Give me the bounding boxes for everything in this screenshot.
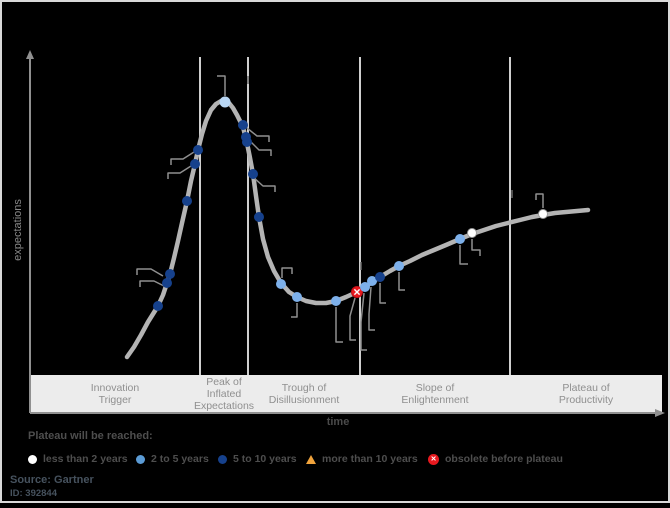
- data-point-lt2: [467, 228, 477, 238]
- label-leader-line: [252, 176, 276, 192]
- x-axis-arrow-icon: [655, 409, 665, 417]
- light-blue-circle-icon: [136, 454, 145, 464]
- label-leader-line: [136, 268, 164, 277]
- phase-label-innovation-trigger: Innovation Trigger: [90, 382, 140, 406]
- label-leader-line: [246, 127, 270, 142]
- data-point-5to10: [165, 269, 175, 279]
- data-point-5to10: [190, 159, 200, 169]
- data-point-2to5_peak: [219, 96, 231, 108]
- data-point-5to10: [254, 212, 264, 222]
- document-id: ID: 392844: [10, 488, 58, 499]
- legend-item-2-to-5-years: 2 to 5 years: [136, 452, 209, 466]
- label-leader-line: [167, 165, 192, 179]
- data-point-5to10: [242, 137, 252, 147]
- phase-label-peak-of-inflated-expectations: Peak of Inflated Expectations: [193, 376, 255, 412]
- data-point-5to10: [375, 272, 385, 282]
- hype-curve: [124, 98, 591, 360]
- data-point-2to5: [331, 296, 341, 306]
- x-axis-label: time: [326, 416, 350, 428]
- label-leader-line: [291, 303, 298, 318]
- label-leader-line: [139, 280, 167, 288]
- data-point-2to5: [360, 282, 370, 292]
- data-point-2to5: [292, 292, 302, 302]
- label-leader-line: [217, 75, 226, 96]
- data-point-lt2: [538, 209, 548, 219]
- legend-item-label: 5 to 10 years: [233, 453, 297, 465]
- label-leader-line: [349, 297, 356, 341]
- label-leader-line: [170, 151, 195, 165]
- data-point-5to10: [162, 278, 172, 288]
- data-point-5to10: [193, 145, 203, 155]
- legend-item-less-than-2-years: less than 2 years: [28, 452, 128, 466]
- source-text: Source: Gartner: [10, 474, 94, 486]
- legend-header: Plateau will be reached:: [28, 430, 153, 442]
- label-leader-line: [360, 292, 367, 351]
- data-point-5to10: [153, 301, 163, 311]
- label-leader-line: [281, 267, 293, 278]
- data-point-5to10: [238, 120, 248, 130]
- legend-item-more-than-10-years: more than 10 years: [306, 452, 418, 466]
- label-leader-line: [398, 272, 405, 291]
- label-leader-line: [379, 283, 386, 304]
- label-leader-line: [249, 140, 272, 156]
- phase-label-plateau-of-productivity: Plateau of Productivity: [558, 382, 614, 406]
- label-leader-line: [471, 239, 481, 256]
- data-point-2to5: [455, 234, 465, 244]
- data-point-5to10: [182, 196, 192, 206]
- dark-blue-circle-icon: [218, 454, 227, 464]
- data-point-2to5: [276, 279, 286, 289]
- legend-item-5-to-10-years: 5 to 10 years: [218, 452, 297, 466]
- label-leader-line: [368, 286, 375, 331]
- legend-item-label: obsolete before plateau: [445, 453, 563, 465]
- legend-item-obsolete-before-plateau: obsolete before plateau: [428, 452, 563, 466]
- label-leader-line: [535, 193, 544, 208]
- label-leader-line: [335, 307, 343, 343]
- phase-label-slope-of-enlightenment: Slope of Enlightenment: [401, 382, 469, 406]
- y-axis-arrow-icon: [26, 50, 34, 59]
- legend-item-label: less than 2 years: [43, 453, 128, 465]
- orange-triangle-icon: [306, 454, 316, 464]
- red-circle-x-icon: [428, 453, 439, 465]
- x-mark-icon: [353, 288, 361, 296]
- data-point-5to10: [248, 169, 258, 179]
- phase-label-trough-of-disillusionment: Trough of Disillusionment: [268, 382, 340, 406]
- label-leader-line: [459, 245, 468, 265]
- data-point-2to5: [394, 261, 404, 271]
- data-point-2to5: [367, 276, 377, 286]
- legend-item-label: 2 to 5 years: [151, 453, 209, 465]
- legend-item-label: more than 10 years: [322, 453, 418, 465]
- white-circle-icon: [28, 454, 37, 464]
